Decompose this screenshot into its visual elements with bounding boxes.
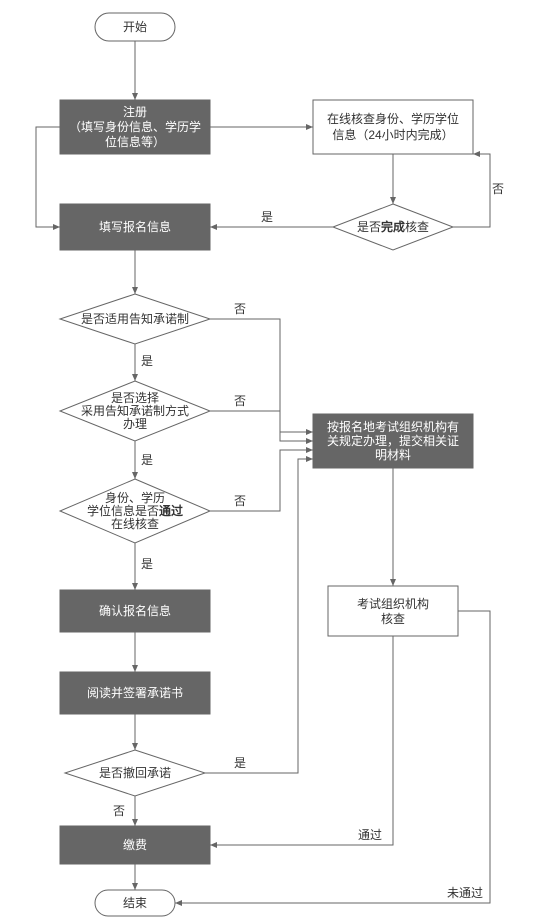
edge-label-yes: 是 — [141, 354, 153, 368]
node-pay: 缴费 — [60, 826, 210, 864]
svg-text:是否适用告知承诺制: 是否适用告知承诺制 — [81, 312, 189, 326]
node-decision-verify: 身份、学历 学位信息是否通过 在线核查 — [60, 479, 210, 543]
svg-text:在线核查: 在线核查 — [111, 517, 159, 531]
node-decision-withdraw: 是否撤回承诺 — [65, 750, 205, 796]
node-end: 结束 — [95, 890, 175, 916]
flowchart-canvas: 否 是 是 否 是 否 是 否 否 是 — [0, 0, 533, 918]
node-check-done: 是否完成核查 — [333, 204, 453, 250]
svg-text:开始: 开始 — [123, 20, 147, 34]
svg-text:采用告知承诺制方式: 采用告知承诺制方式 — [81, 403, 189, 418]
svg-text:是否选择: 是否选择 — [111, 391, 159, 405]
svg-text:身份、学历: 身份、学历 — [105, 490, 165, 505]
svg-text:在线核查身份、学历学位: 在线核查身份、学历学位 — [327, 111, 459, 126]
svg-text:信息（24小时内完成）: 信息（24小时内完成） — [332, 127, 453, 142]
svg-text:考试组织机构: 考试组织机构 — [357, 596, 429, 611]
svg-text:办理: 办理 — [123, 416, 147, 431]
node-register: 注册 （填写身份信息、学历学 位信息等） — [60, 100, 210, 154]
edge-label-no: 否 — [234, 302, 246, 316]
edge-label-no: 否 — [492, 182, 504, 196]
edge-label-yes: 是 — [234, 756, 246, 770]
edge-label-fail: 未通过 — [447, 886, 483, 900]
edge-label-pass: 通过 — [358, 828, 382, 842]
svg-text:阅读并签署承诺书: 阅读并签署承诺书 — [87, 685, 183, 700]
node-decision-choose: 是否选择 采用告知承诺制方式 办理 — [60, 381, 210, 441]
svg-text:关规定办理，提交相关证: 关规定办理，提交相关证 — [327, 433, 459, 448]
node-confirm: 确认报名信息 — [60, 590, 210, 632]
svg-text:按报名地考试组织机构有: 按报名地考试组织机构有 — [327, 419, 459, 434]
node-submit-material: 按报名地考试组织机构有 关规定办理，提交相关证 明材料 — [313, 414, 473, 468]
node-decision-notify: 是否适用告知承诺制 — [60, 294, 210, 344]
svg-text:（填写身份信息、学历学: （填写身份信息、学历学 — [69, 119, 201, 134]
svg-text:是否撤回承诺: 是否撤回承诺 — [99, 765, 171, 780]
svg-text:填写报名信息: 填写报名信息 — [99, 219, 171, 234]
edge-label-yes: 是 — [261, 210, 273, 224]
svg-text:学位信息是否通过: 学位信息是否通过 — [87, 503, 183, 518]
edge-label-no: 否 — [234, 494, 246, 508]
svg-text:核查: 核查 — [381, 612, 405, 626]
svg-text:明材料: 明材料 — [375, 448, 411, 462]
svg-text:注册: 注册 — [123, 104, 147, 119]
svg-text:位信息等）: 位信息等） — [105, 134, 165, 149]
svg-text:确认报名信息: 确认报名信息 — [99, 603, 171, 618]
edge-label-yes: 是 — [141, 557, 153, 571]
node-sign: 阅读并签署承诺书 — [60, 672, 210, 714]
svg-text:是否完成核查: 是否完成核查 — [357, 219, 429, 234]
svg-text:缴费: 缴费 — [123, 837, 147, 852]
node-fill-info: 填写报名信息 — [60, 204, 210, 250]
node-start: 开始 — [95, 13, 175, 41]
svg-text:结束: 结束 — [123, 896, 147, 910]
edge-label-no: 否 — [113, 804, 125, 818]
edge-label-no: 否 — [234, 394, 246, 408]
node-online-check: 在线核查身份、学历学位 信息（24小时内完成） — [313, 100, 473, 154]
edge-label-yes: 是 — [141, 453, 153, 467]
node-org-check: 考试组织机构 核查 — [328, 586, 458, 636]
